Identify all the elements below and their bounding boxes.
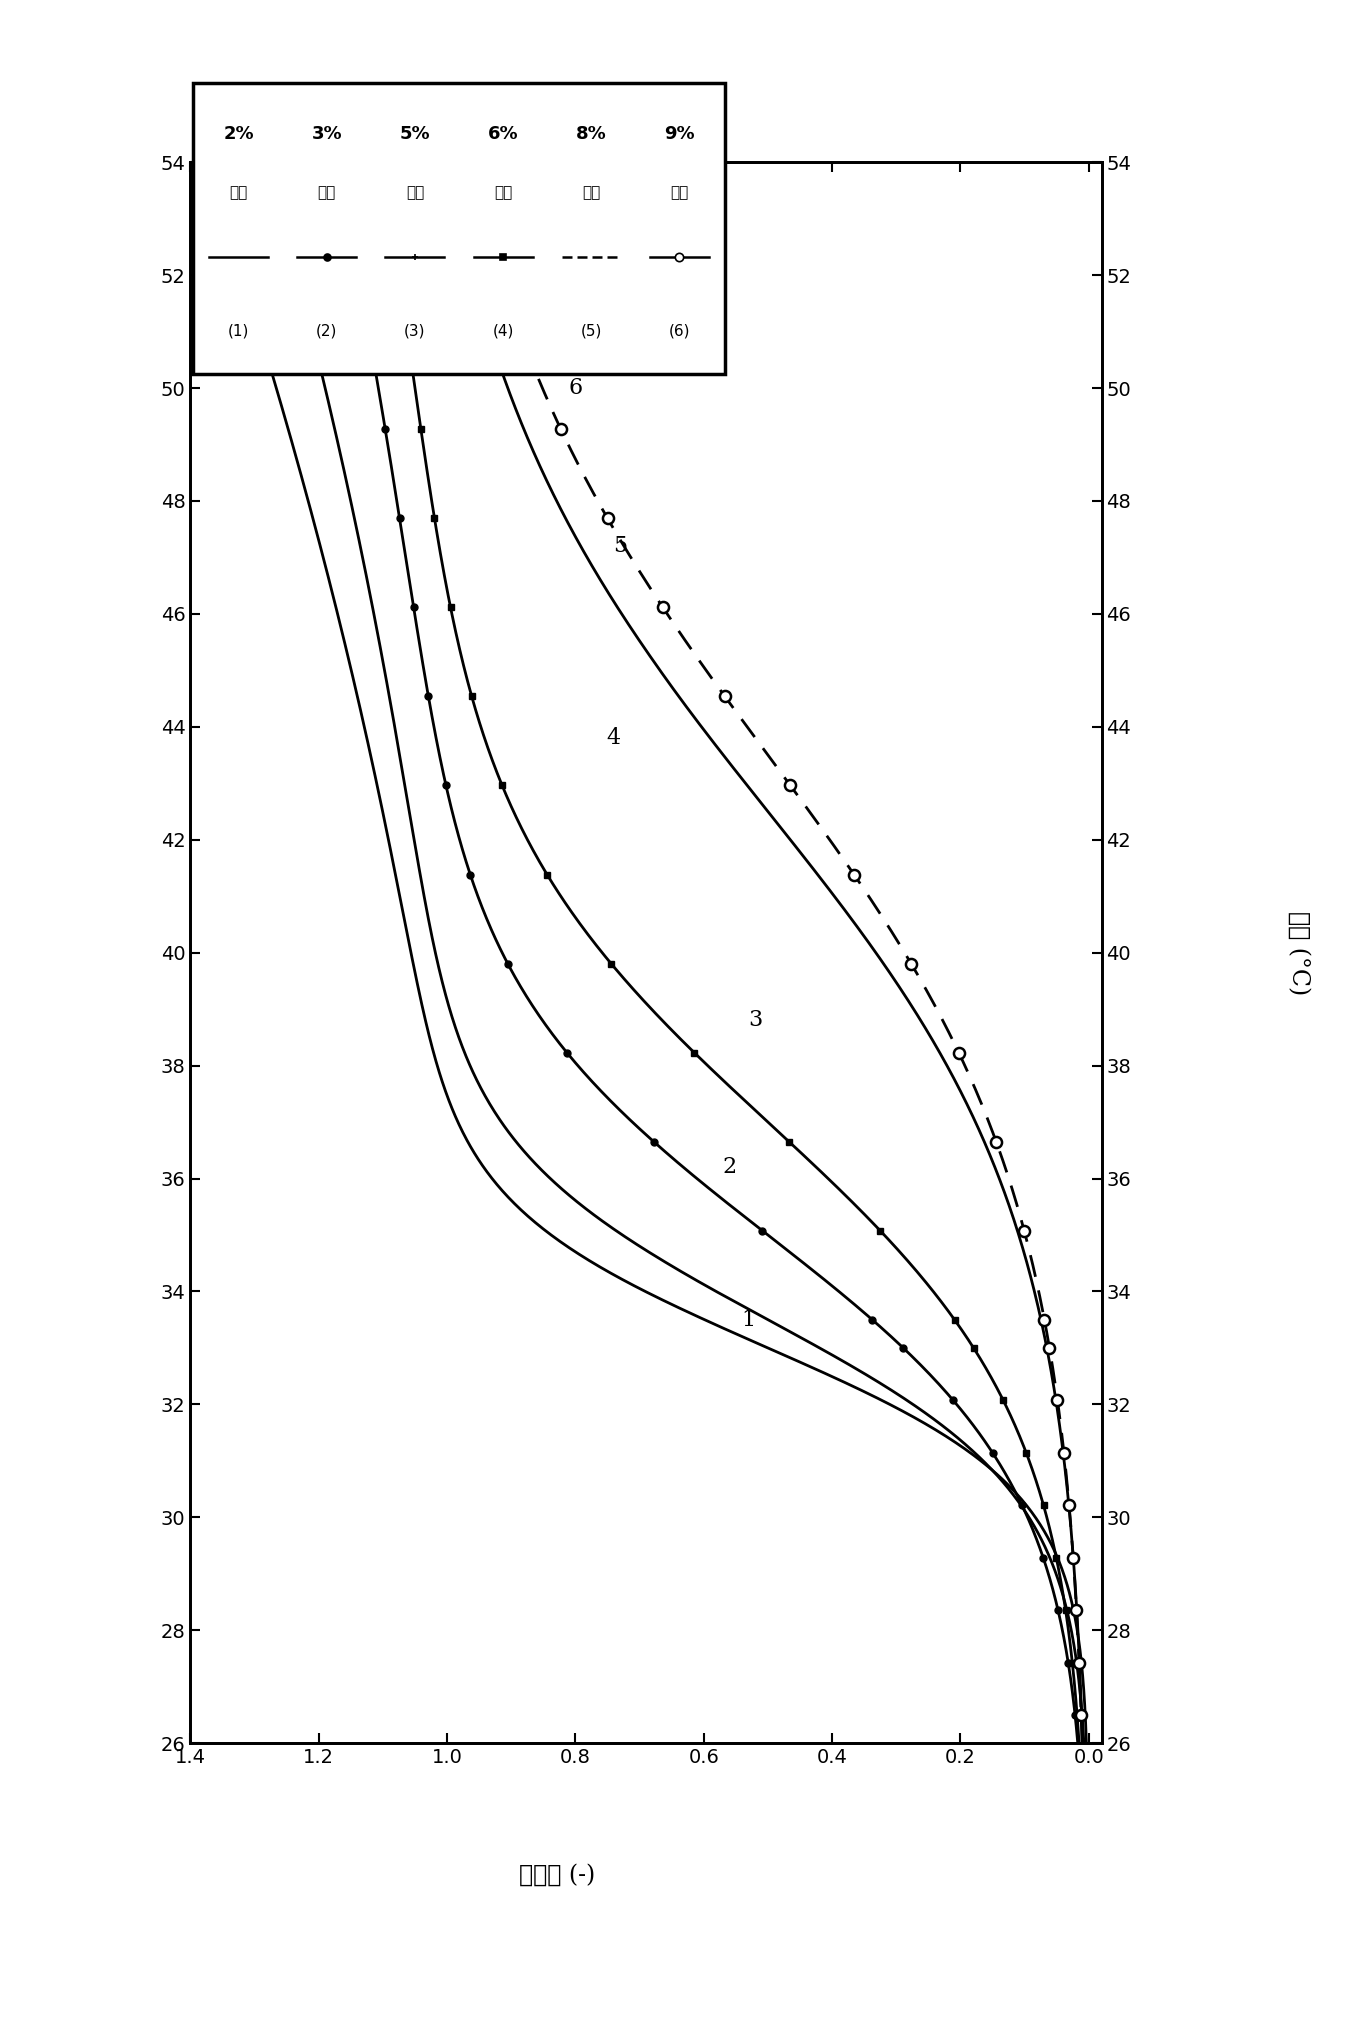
Text: (2): (2) xyxy=(316,324,337,339)
Text: (6): (6) xyxy=(669,324,690,339)
Text: 样本: 样本 xyxy=(230,184,248,201)
Text: 5: 5 xyxy=(613,535,627,557)
Text: 1: 1 xyxy=(741,1309,756,1330)
Text: 温度 (°C): 温度 (°C) xyxy=(1288,910,1310,995)
Text: 8%: 8% xyxy=(575,126,607,144)
Text: 9%: 9% xyxy=(664,126,695,144)
Text: 5%: 5% xyxy=(400,126,430,144)
Text: (3): (3) xyxy=(404,324,426,339)
Text: (5): (5) xyxy=(581,324,602,339)
Text: 6%: 6% xyxy=(488,126,518,144)
Text: 样本: 样本 xyxy=(405,184,424,201)
Text: 样本: 样本 xyxy=(494,184,513,201)
Text: 样本: 样本 xyxy=(318,184,336,201)
Text: 3%: 3% xyxy=(311,126,343,144)
Text: (1): (1) xyxy=(228,324,249,339)
Text: 2: 2 xyxy=(722,1155,737,1178)
Text: (4): (4) xyxy=(492,324,514,339)
Text: 2%: 2% xyxy=(223,126,254,144)
Text: 样本: 样本 xyxy=(582,184,600,201)
Text: 透射率 (-): 透射率 (-) xyxy=(520,1863,596,1887)
Text: 3: 3 xyxy=(748,1009,762,1032)
Text: 样本: 样本 xyxy=(670,184,688,201)
Text: 6: 6 xyxy=(568,377,582,399)
Text: 4: 4 xyxy=(607,728,622,750)
